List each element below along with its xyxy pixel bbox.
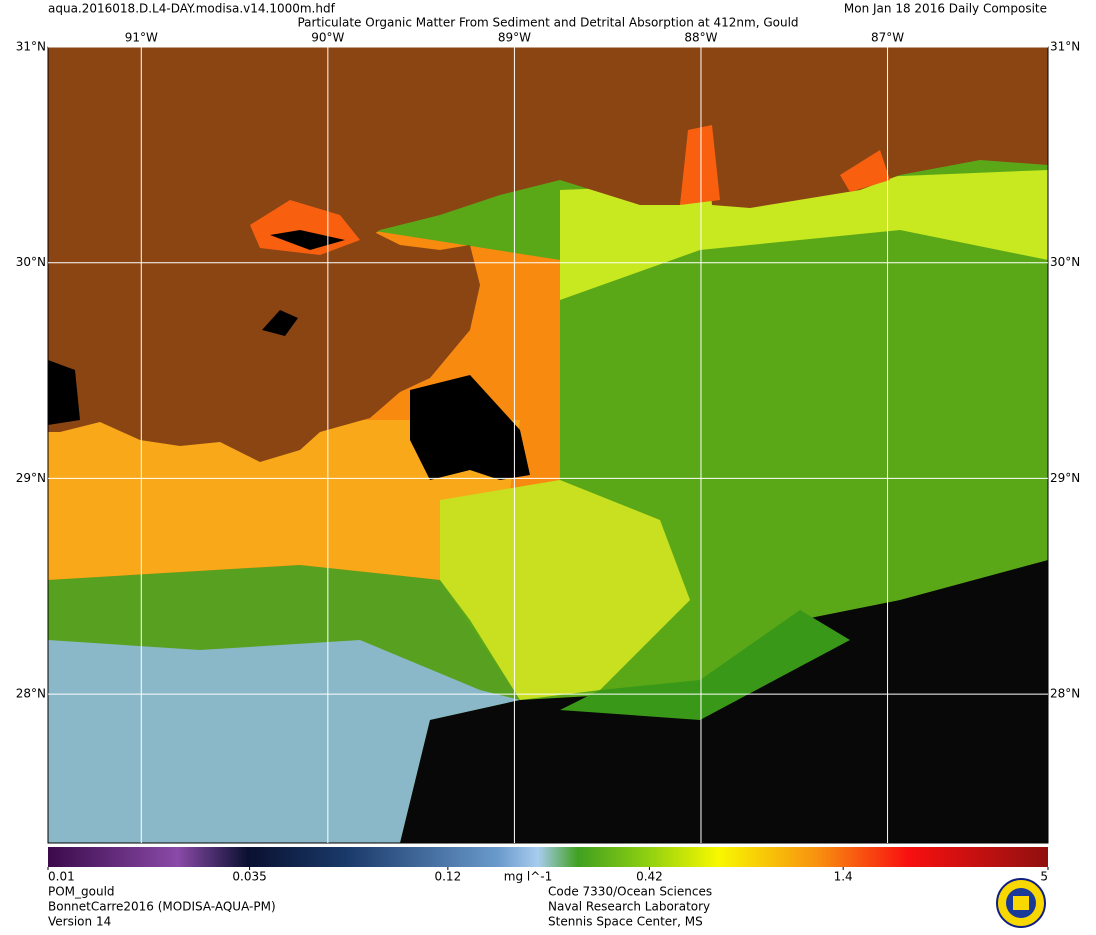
lat-label-right: 29°N: [1050, 471, 1080, 485]
lon-label: 90°W: [311, 31, 344, 45]
footer-right-line: Code 7330/Ocean Sciences: [548, 885, 712, 899]
date: Mon Jan 18 2016 Daily Composite: [844, 2, 1047, 16]
lon-label: 87°W: [871, 31, 904, 45]
colorbar-tick-label: 5: [1040, 870, 1048, 884]
lat-label-left: 28°N: [16, 687, 46, 701]
lat-label-left: 30°N: [16, 255, 46, 269]
colorbar-tick-label: 0.12: [434, 870, 461, 884]
colorbar-tick-label: 1.4: [834, 870, 853, 884]
colorbar: [48, 847, 1048, 867]
lat-label-right: 30°N: [1050, 255, 1080, 269]
lat-label-right: 28°N: [1050, 687, 1080, 701]
footer-left-line: BonnetCarre2016 (MODISA-AQUA-PM): [48, 900, 276, 914]
lat-label-left: 31°N: [16, 40, 46, 54]
lon-label: 88°W: [684, 31, 717, 45]
nrl-logo: [996, 878, 1046, 928]
lon-label: 91°W: [125, 31, 158, 45]
colorbar-tick-label: 0.42: [636, 870, 663, 884]
colorbar-tick-label: 0.01: [48, 870, 75, 884]
footer-right-line: Stennis Space Center, MS: [548, 915, 703, 929]
map-title: Particulate Organic Matter From Sediment…: [297, 16, 798, 30]
file-name: aqua.2016018.D.L4-DAY.modisa.v14.1000m.h…: [48, 2, 336, 16]
colorbar-unit: mg l^-1: [504, 870, 552, 884]
footer-left-line: Version 14: [48, 915, 111, 929]
footer-left-line: POM_gould: [48, 885, 115, 899]
lat-label-right: 31°N: [1050, 40, 1080, 54]
colorbar-tick-label: 0.035: [232, 870, 266, 884]
lat-label-left: 29°N: [16, 471, 46, 485]
lon-label: 89°W: [498, 31, 531, 45]
footer-right-line: Naval Research Laboratory: [548, 900, 710, 914]
map-image: [48, 47, 1048, 843]
